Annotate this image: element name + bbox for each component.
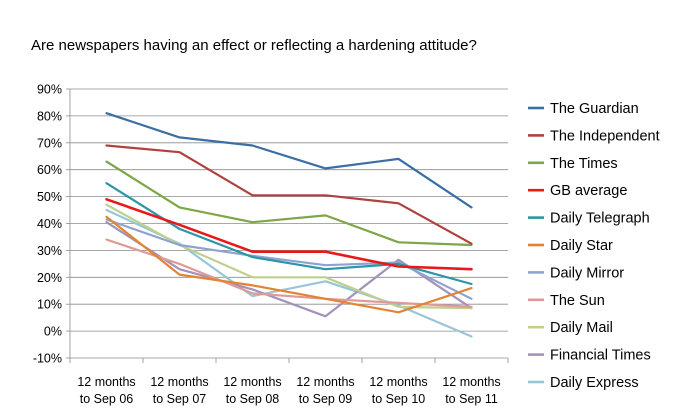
- x-tick-label: 12 months to Sep 11: [442, 375, 500, 406]
- legend-label-daily-express: Daily Express: [550, 375, 639, 391]
- y-tick-label: 40%: [37, 217, 62, 231]
- x-tick-label: 12 months to Sep 08: [223, 375, 281, 406]
- legend-label-the-independent: The Independent: [550, 128, 660, 144]
- y-tick-label: 0%: [44, 325, 62, 339]
- y-axis-tick-labels: 90% 80% 70% 60% 50% 40% 30% 20% 10% 0% -10%: [33, 83, 62, 366]
- series-line-daily-express: [105, 208, 473, 338]
- legend-label-daily-telegraph: Daily Telegraph: [550, 211, 650, 227]
- series-line-daily-telegraph: [105, 182, 473, 286]
- series-line-the-sun: [105, 238, 473, 308]
- legend-label-the-times: The Times: [550, 156, 618, 172]
- x-tick-label: 12 months to Sep 06: [77, 375, 135, 406]
- x-tick-label: 12 months to Sep 07: [150, 375, 208, 406]
- legend: The Guardian The Independent The Times GB a…: [528, 101, 660, 391]
- series-line-daily-mirror: [105, 218, 473, 300]
- legend-label-the-guardian: The Guardian: [550, 101, 639, 117]
- y-tick-label: -10%: [33, 352, 62, 366]
- series-line-the-guardian: [105, 112, 473, 209]
- chart-title: Are newspapers having an effect or refle…: [31, 37, 477, 54]
- series-lines: [105, 112, 473, 338]
- series-line-daily-star: [105, 215, 473, 314]
- legend-label-daily-star: Daily Star: [550, 238, 613, 254]
- legend-label-the-sun: The Sun: [550, 293, 605, 309]
- legend-label-daily-mail: Daily Mail: [550, 320, 613, 336]
- y-tick-label: 30%: [37, 244, 62, 258]
- legend-label-financial-times: Financial Times: [550, 348, 651, 364]
- series-line-gb-average: [105, 198, 473, 271]
- y-tick-label: 60%: [37, 163, 62, 177]
- y-tick-label: 10%: [37, 298, 62, 312]
- y-tick-label: 20%: [37, 271, 62, 285]
- x-axis-tick-labels: 12 months to Sep 06 12 months to Sep 07 12 m…: [77, 375, 500, 406]
- axes: [66, 88, 509, 363]
- y-tick-label: 80%: [37, 109, 62, 123]
- y-tick-label: 50%: [37, 190, 62, 204]
- legend-label-gb-average: GB average: [550, 183, 627, 199]
- x-tick-label: 12 months to Sep 10: [369, 375, 427, 406]
- y-tick-label: 90%: [37, 83, 62, 97]
- x-tick-label: 12 months to Sep 09: [296, 375, 354, 406]
- series-line-the-independent: [105, 144, 473, 245]
- legend-label-daily-mirror: Daily Mirror: [550, 265, 624, 281]
- series-line-the-times: [105, 160, 473, 247]
- y-tick-label: 70%: [37, 136, 62, 150]
